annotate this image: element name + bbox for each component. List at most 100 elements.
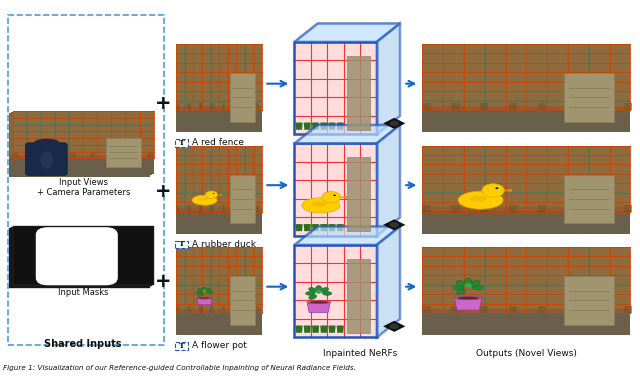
Bar bbox=[54, 126, 67, 132]
Ellipse shape bbox=[316, 289, 322, 294]
Bar bbox=[444, 44, 463, 53]
Bar bbox=[444, 155, 463, 164]
Bar bbox=[177, 193, 184, 202]
Bar bbox=[465, 304, 484, 313]
Bar bbox=[80, 114, 93, 120]
Bar bbox=[423, 146, 443, 155]
Bar bbox=[40, 140, 52, 146]
Bar bbox=[486, 295, 505, 303]
Bar bbox=[246, 82, 253, 91]
Bar bbox=[194, 63, 202, 72]
Bar bbox=[211, 257, 219, 265]
Bar bbox=[188, 205, 191, 211]
Bar bbox=[126, 111, 139, 118]
Bar bbox=[465, 92, 484, 100]
Bar bbox=[589, 174, 609, 183]
Bar bbox=[486, 155, 505, 164]
Ellipse shape bbox=[457, 297, 479, 300]
Bar bbox=[80, 147, 93, 154]
Bar bbox=[186, 257, 193, 265]
Bar bbox=[423, 266, 443, 275]
Bar bbox=[194, 203, 202, 211]
Ellipse shape bbox=[40, 152, 53, 169]
Bar bbox=[527, 174, 547, 183]
Bar bbox=[26, 146, 38, 152]
Bar bbox=[465, 257, 484, 265]
Bar bbox=[202, 174, 210, 183]
Bar bbox=[112, 111, 125, 118]
Bar bbox=[177, 165, 184, 173]
Bar bbox=[228, 203, 236, 211]
Bar bbox=[422, 309, 630, 335]
Bar bbox=[444, 257, 463, 265]
Bar bbox=[28, 111, 40, 118]
Bar bbox=[220, 174, 227, 183]
Text: Shared Inputs: Shared Inputs bbox=[44, 339, 122, 349]
Bar bbox=[211, 165, 219, 173]
Bar bbox=[589, 285, 609, 294]
Bar bbox=[569, 295, 588, 303]
Bar bbox=[244, 205, 248, 211]
Text: A flower pot: A flower pot bbox=[192, 341, 247, 350]
Bar bbox=[589, 146, 609, 155]
Bar bbox=[56, 145, 68, 151]
Bar bbox=[595, 306, 604, 313]
Ellipse shape bbox=[207, 291, 213, 294]
Bar bbox=[9, 158, 150, 177]
Bar bbox=[255, 247, 262, 256]
Bar bbox=[38, 127, 51, 133]
Ellipse shape bbox=[456, 281, 466, 286]
Bar bbox=[548, 184, 568, 192]
Bar bbox=[506, 44, 526, 53]
Bar bbox=[423, 257, 443, 265]
Polygon shape bbox=[383, 118, 405, 129]
FancyBboxPatch shape bbox=[175, 342, 188, 350]
Bar bbox=[589, 63, 609, 72]
Bar bbox=[186, 193, 193, 202]
Bar bbox=[98, 139, 111, 144]
Bar bbox=[211, 285, 219, 294]
Bar bbox=[237, 101, 244, 110]
Bar bbox=[108, 114, 121, 120]
Bar bbox=[177, 247, 184, 256]
Bar bbox=[220, 44, 227, 53]
Bar bbox=[564, 73, 614, 121]
Bar bbox=[42, 132, 54, 138]
Bar bbox=[52, 134, 65, 140]
Bar bbox=[444, 54, 463, 62]
Ellipse shape bbox=[198, 297, 211, 299]
Bar bbox=[228, 92, 236, 100]
Bar bbox=[202, 295, 210, 303]
Bar bbox=[10, 134, 22, 140]
Bar bbox=[423, 247, 443, 256]
Bar bbox=[126, 125, 139, 131]
Bar bbox=[13, 152, 26, 158]
Bar bbox=[465, 63, 484, 72]
Bar bbox=[124, 133, 137, 139]
Bar bbox=[465, 73, 484, 82]
Bar bbox=[220, 295, 227, 303]
Bar bbox=[527, 257, 547, 265]
Bar bbox=[611, 174, 630, 183]
Bar bbox=[237, 193, 244, 202]
Ellipse shape bbox=[197, 297, 212, 299]
Bar bbox=[80, 121, 93, 126]
Bar bbox=[56, 132, 68, 138]
Bar bbox=[246, 266, 253, 275]
Bar bbox=[589, 155, 609, 164]
Bar bbox=[423, 165, 443, 173]
Bar bbox=[237, 266, 244, 275]
Bar bbox=[246, 247, 253, 256]
Bar bbox=[28, 139, 40, 144]
Bar bbox=[589, 165, 609, 173]
Bar bbox=[589, 193, 609, 202]
Bar bbox=[12, 146, 24, 152]
Bar bbox=[202, 285, 210, 294]
Bar bbox=[486, 257, 505, 265]
Polygon shape bbox=[502, 189, 512, 192]
Bar bbox=[294, 144, 377, 236]
Bar bbox=[527, 203, 547, 211]
FancyBboxPatch shape bbox=[175, 241, 188, 248]
Bar bbox=[486, 73, 505, 82]
Bar bbox=[54, 113, 67, 119]
